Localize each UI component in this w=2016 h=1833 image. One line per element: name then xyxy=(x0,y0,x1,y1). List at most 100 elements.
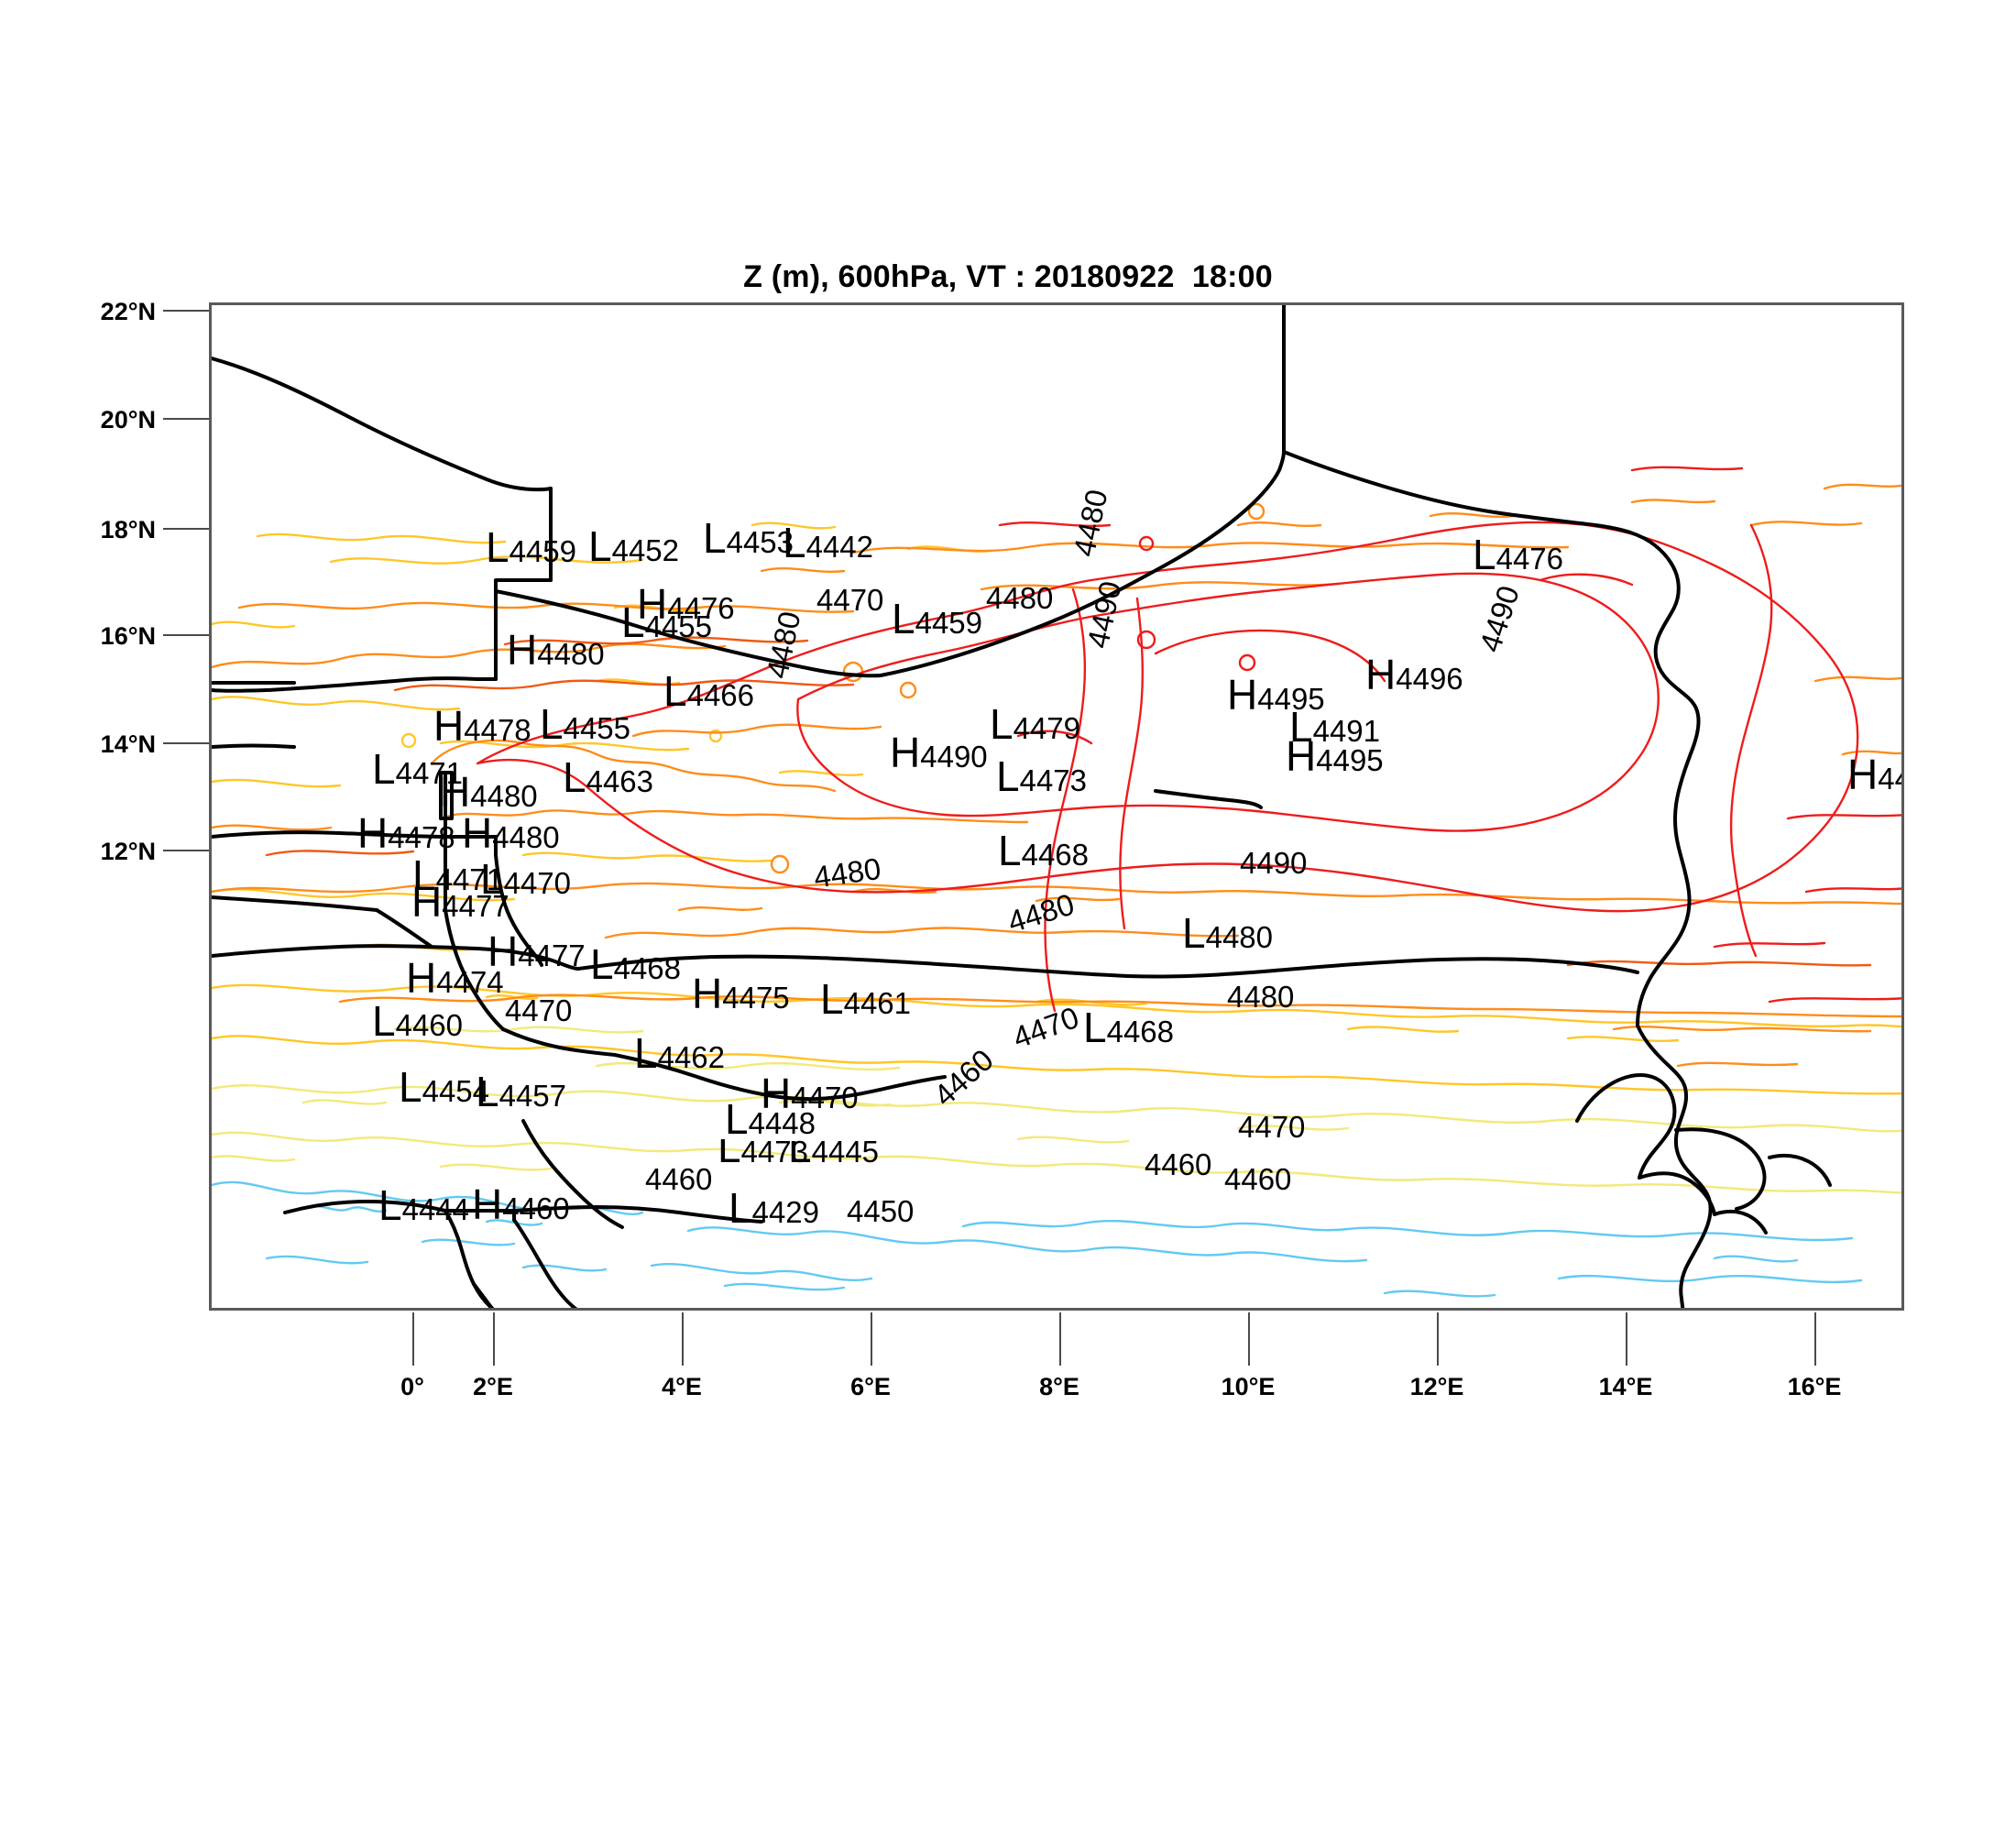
extremum-H-4495-b: H4495 xyxy=(1286,735,1384,777)
extremum-kind: H xyxy=(406,954,437,1002)
extremum-kind: L xyxy=(820,975,844,1023)
extremum-kind: L xyxy=(783,519,806,566)
x-tick-line-6 xyxy=(871,1312,872,1366)
extremum-kind: L xyxy=(990,700,1013,748)
extremum-value: 4460 xyxy=(395,1008,464,1042)
extremum-value: 4468 xyxy=(613,951,682,985)
extremum-L-4459-b: L4459 xyxy=(892,598,982,640)
extremum-kind: H xyxy=(488,927,519,975)
x-tick-label-6: 6°E xyxy=(850,1373,891,1400)
extremum-L-4461: L4461 xyxy=(820,978,911,1020)
extremum-L-4453: L4453 xyxy=(703,517,794,559)
extremum-value: 4463 xyxy=(586,764,654,798)
extremum-value: 4476 xyxy=(1496,542,1564,576)
extremum-L-4479: L4479 xyxy=(990,703,1080,745)
contour-4480 xyxy=(212,483,1901,1068)
extremum-H-4499-right: H4499 xyxy=(1847,753,1901,796)
extremum-kind: L xyxy=(1083,1004,1107,1051)
extremum-L-4471-a: L4471 xyxy=(372,748,463,790)
extremum-value: 4476 xyxy=(667,591,735,625)
extremum-L-4468-c: L4468 xyxy=(1083,1006,1174,1048)
extremum-L-4468-a: L4468 xyxy=(998,829,1089,872)
contour-label-4470-a: 4470 xyxy=(816,583,884,617)
contour-label-4460-c: 4460 xyxy=(1224,1162,1292,1196)
extremum-H-4476: H4476 xyxy=(637,583,735,625)
extremum-H-4477-a: H4477 xyxy=(411,881,509,923)
extremum-value: 4466 xyxy=(686,678,755,712)
contour-4450 xyxy=(212,1180,1863,1298)
extremum-kind: L xyxy=(563,753,586,801)
plot-frame: 4470 4480 4480 4490 4480 4490 4490 4480 … xyxy=(209,302,1904,1311)
extremum-kind: L xyxy=(725,1095,749,1143)
y-tick-label-16: 16°N xyxy=(100,622,156,650)
extremum-kind: L xyxy=(996,752,1020,800)
extremum-value: 4477 xyxy=(442,889,509,923)
extremum-value: 4495 xyxy=(1257,682,1325,716)
extremum-L-4455-occluded: L4455 xyxy=(621,601,712,643)
extremum-value: 4480 xyxy=(470,779,538,813)
extremum-kind: L xyxy=(703,514,727,562)
contour-label-4480-a: 4480 xyxy=(986,581,1054,615)
extremum-value: 4442 xyxy=(805,530,874,564)
extremum-kind: L xyxy=(480,855,504,903)
extremum-value: 4429 xyxy=(751,1195,820,1229)
x-tick-label-10: 10°E xyxy=(1221,1373,1276,1400)
extremum-value: 4480 xyxy=(537,637,605,671)
extremum-H-4480-a: H4480 xyxy=(507,629,605,671)
extremum-L-4452: L4452 xyxy=(588,525,679,567)
extremum-kind: H xyxy=(357,809,389,857)
contour-label-4460-b: 4460 xyxy=(1145,1147,1212,1181)
extremum-L-4491: L4491 xyxy=(1289,706,1380,748)
extremum-value: 4468 xyxy=(1106,1015,1175,1048)
extremum-L-4471-b: L4471 xyxy=(412,854,503,896)
extremum-L-4455: L4455 xyxy=(540,703,630,745)
extremum-value: 4459 xyxy=(509,534,577,568)
extremum-value: 4452 xyxy=(611,533,680,567)
extremum-L-4463: L4463 xyxy=(563,756,653,798)
extremum-kind: L xyxy=(1182,909,1206,957)
extremum-kind: H xyxy=(411,878,443,926)
extremum-kind: L xyxy=(1289,703,1313,751)
x-tick-line-8 xyxy=(1059,1312,1061,1366)
extremum-kind: H xyxy=(637,580,668,628)
extremum-kind: H xyxy=(507,626,538,674)
x-tick-label-14: 14°E xyxy=(1598,1373,1653,1400)
extremum-kind: L xyxy=(634,1029,658,1077)
extremum-H-4478-a: H4478 xyxy=(433,705,531,747)
y-tick-line-20 xyxy=(163,418,211,420)
extremum-value: 4445 xyxy=(811,1135,880,1169)
x-tick-line-16 xyxy=(1814,1312,1816,1366)
extremum-H-4460: H4460 xyxy=(472,1183,570,1225)
extremum-kind: H xyxy=(1847,751,1879,798)
y-tick-line-18 xyxy=(163,528,211,530)
extremum-kind: H xyxy=(761,1070,792,1117)
x-tick-label-8: 8°E xyxy=(1039,1373,1079,1400)
y-tick-label-14: 14°N xyxy=(100,730,156,758)
extremum-value: 4448 xyxy=(748,1106,816,1140)
extremum-value: 4477 xyxy=(518,938,586,972)
y-tick-line-22 xyxy=(163,310,211,312)
extremum-value: 4460 xyxy=(502,1191,570,1225)
extremum-L-4444: L4444 xyxy=(378,1184,469,1226)
extremum-H-4478-b: H4478 xyxy=(357,812,455,854)
extremum-value: 4455 xyxy=(563,711,631,745)
extremum-value: 4480 xyxy=(1205,920,1274,954)
extremum-kind: L xyxy=(372,997,396,1045)
extremum-L-4460: L4460 xyxy=(372,1000,463,1042)
contour-label-4480-d: 4480 xyxy=(1227,980,1295,1014)
x-tick-label-0: 0° xyxy=(400,1373,424,1400)
extremum-kind: L xyxy=(372,745,396,793)
extremum-H-4480-c: H4480 xyxy=(462,812,560,854)
extremum-kind: L xyxy=(486,523,509,571)
extremum-kind: H xyxy=(472,1180,503,1228)
x-tick-line-0 xyxy=(412,1312,414,1366)
extremum-kind: L xyxy=(718,1124,741,1171)
extremum-kind: L xyxy=(412,851,436,899)
extremum-H-4470: H4470 xyxy=(761,1072,859,1114)
extremum-value: 4490 xyxy=(920,740,988,774)
extremum-value: 4462 xyxy=(657,1040,726,1074)
extremum-L-4442: L4442 xyxy=(783,521,873,564)
extremum-L-4468-b: L4468 xyxy=(590,943,681,985)
extremum-kind: H xyxy=(462,809,493,857)
extremum-value: 4468 xyxy=(1021,838,1090,872)
